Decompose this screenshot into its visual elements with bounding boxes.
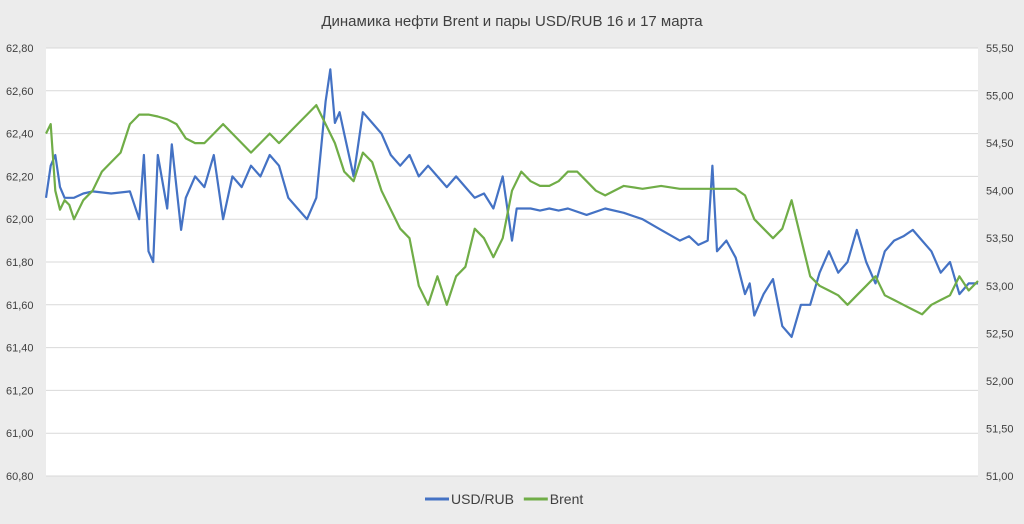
legend-item-brent[interactable]: Brent — [523, 491, 584, 507]
right-axis-tick-label: 51,50 — [986, 423, 1014, 435]
right-axis-tick-label: 53,00 — [986, 281, 1014, 293]
left-axis-tick-label: 61,80 — [6, 257, 34, 269]
left-axis: 62,80 62,60 62,40 62,20 62,00 61,80 61,60 61,40… — [6, 43, 34, 483]
right-axis: 55,50 55,00 54,50 54,00 53,50 53,00 52,50 52,00… — [986, 43, 1014, 483]
left-axis-tick-label: 62,20 — [6, 171, 34, 183]
right-axis-tick-label: 52,00 — [986, 376, 1014, 388]
left-axis-tick-label: 60,80 — [6, 471, 34, 483]
series-layer — [44, 68, 979, 338]
right-axis-tick-label: 55,50 — [986, 43, 1014, 55]
right-axis-tick-label: 54,50 — [986, 138, 1014, 150]
left-axis-tick-label: 61,20 — [6, 385, 34, 397]
series-line-brent — [45, 103, 979, 316]
right-axis-tick-label: 52,50 — [986, 328, 1014, 340]
left-axis-tick-label: 61,60 — [6, 300, 34, 312]
right-axis-tick-label: 53,50 — [986, 233, 1014, 245]
right-axis-tick-label: 54,00 — [986, 186, 1014, 198]
left-axis-tick-label: 62,00 — [6, 214, 34, 226]
legend-item-usd-rub[interactable]: USD/RUB — [425, 491, 514, 507]
legend-label: USD/RUB — [451, 491, 514, 507]
right-axis-tick-label: 51,00 — [986, 471, 1014, 483]
gridlines — [46, 47, 978, 477]
legend[interactable]: USD/RUB Brent — [425, 491, 583, 507]
series-line-usd-rub — [44, 68, 978, 338]
left-axis-tick-label: 62,60 — [6, 86, 34, 98]
chart-title: Динамика нефти Brent и пары USD/RUB 16 и… — [321, 13, 703, 30]
right-axis-tick-label: 55,00 — [986, 91, 1014, 103]
left-axis-tick-label: 62,40 — [6, 129, 34, 141]
legend-label: Brent — [550, 491, 584, 507]
left-axis-tick-label: 61,40 — [6, 343, 34, 355]
left-axis-tick-label: 62,80 — [6, 43, 34, 55]
left-axis-tick-label: 61,00 — [6, 428, 34, 440]
